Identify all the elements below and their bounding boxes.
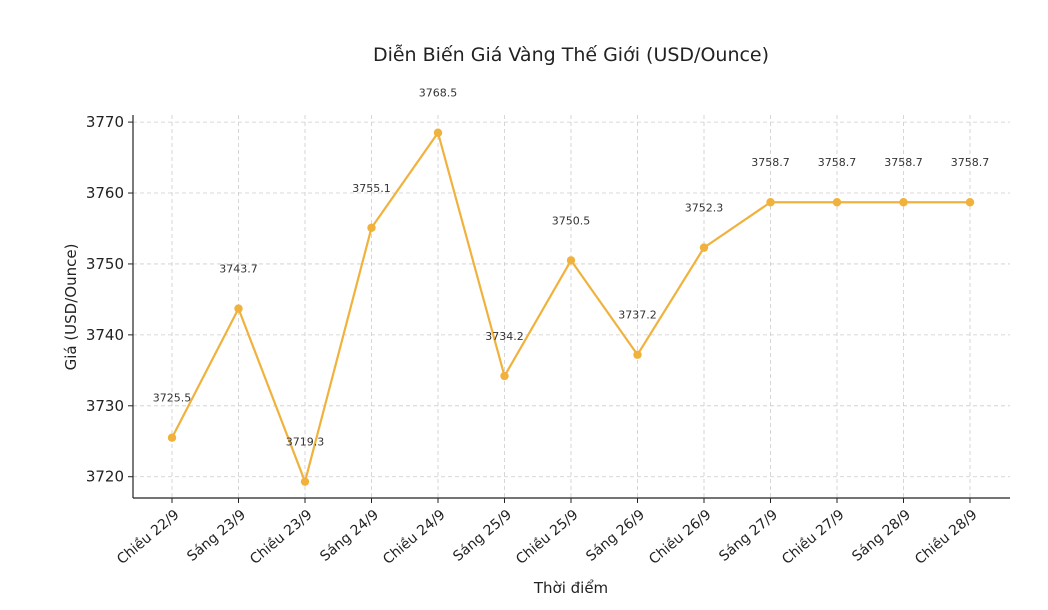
data-label: 3758.7 [751,156,790,169]
x-tick-label: Sáng 25/9 [450,507,515,565]
data-point [832,198,842,207]
data-label: 3768.5 [419,87,458,100]
data-label: 3743.7 [219,263,258,276]
x-tick-label: Sáng 26/9 [583,507,648,565]
y-tick-label: 3760 [86,184,124,202]
data-point [699,243,709,252]
data-label: 3725.5 [153,392,192,405]
x-tick-label: Chiều 27/9 [778,506,847,568]
data-point [566,256,576,265]
data-point [433,128,443,137]
data-point [500,371,509,381]
x-tick-label: Sáng 27/9 [716,507,781,565]
y-tick-label: 3720 [86,468,124,486]
data-label: 3737.2 [618,309,657,322]
x-tick-label: Chiều 23/9 [246,506,315,568]
y-tick-label: 3740 [86,326,124,344]
data-point [899,198,908,207]
data-label: 3734.2 [485,330,524,343]
x-tick-label: Chiều 24/9 [379,506,448,568]
y-axis-label: Giá (USD/Ounce) [62,244,80,371]
data-label: 3758.7 [818,156,857,169]
data-point [300,477,310,486]
data-point [965,198,975,207]
data-label: 3750.5 [552,214,591,227]
data-labels: 3725.5 3743.7 3719.3 3755.1 3768.5 3734.2 3750… [153,87,990,449]
series [167,128,975,486]
x-tick-label: Chiều 25/9 [512,506,581,568]
x-tick-label: Chiều 26/9 [645,506,714,568]
y-tick-label: 3730 [86,397,124,415]
x-tick-label: Sáng 24/9 [317,507,382,565]
y-ticks: 3720 3730 3740 3750 3760 3770 [86,113,133,486]
x-axis-label: Thời điểm [533,579,608,597]
data-label: 3758.7 [951,156,990,169]
data-label: 3752.3 [685,202,724,215]
x-tick-label: Chiều 28/9 [911,506,980,568]
data-label: 3758.7 [884,156,923,169]
data-label: 3755.1 [352,182,391,195]
x-tick-label: Sáng 28/9 [849,507,914,565]
data-point [234,304,243,313]
data-label: 3719.3 [286,436,325,449]
x-tick-label: Chiều 22/9 [113,506,182,568]
axes [132,115,1010,499]
y-tick-label: 3770 [86,113,124,131]
data-point [367,223,376,232]
data-point [766,198,775,207]
data-point [633,350,642,359]
grid [133,115,1010,498]
chart-title: Diễn Biến Giá Vàng Thế Giới (USD/Ounce) [373,43,769,66]
y-tick-label: 3750 [86,255,124,273]
data-point [167,433,177,442]
x-tick-label: Sáng 23/9 [184,507,249,565]
